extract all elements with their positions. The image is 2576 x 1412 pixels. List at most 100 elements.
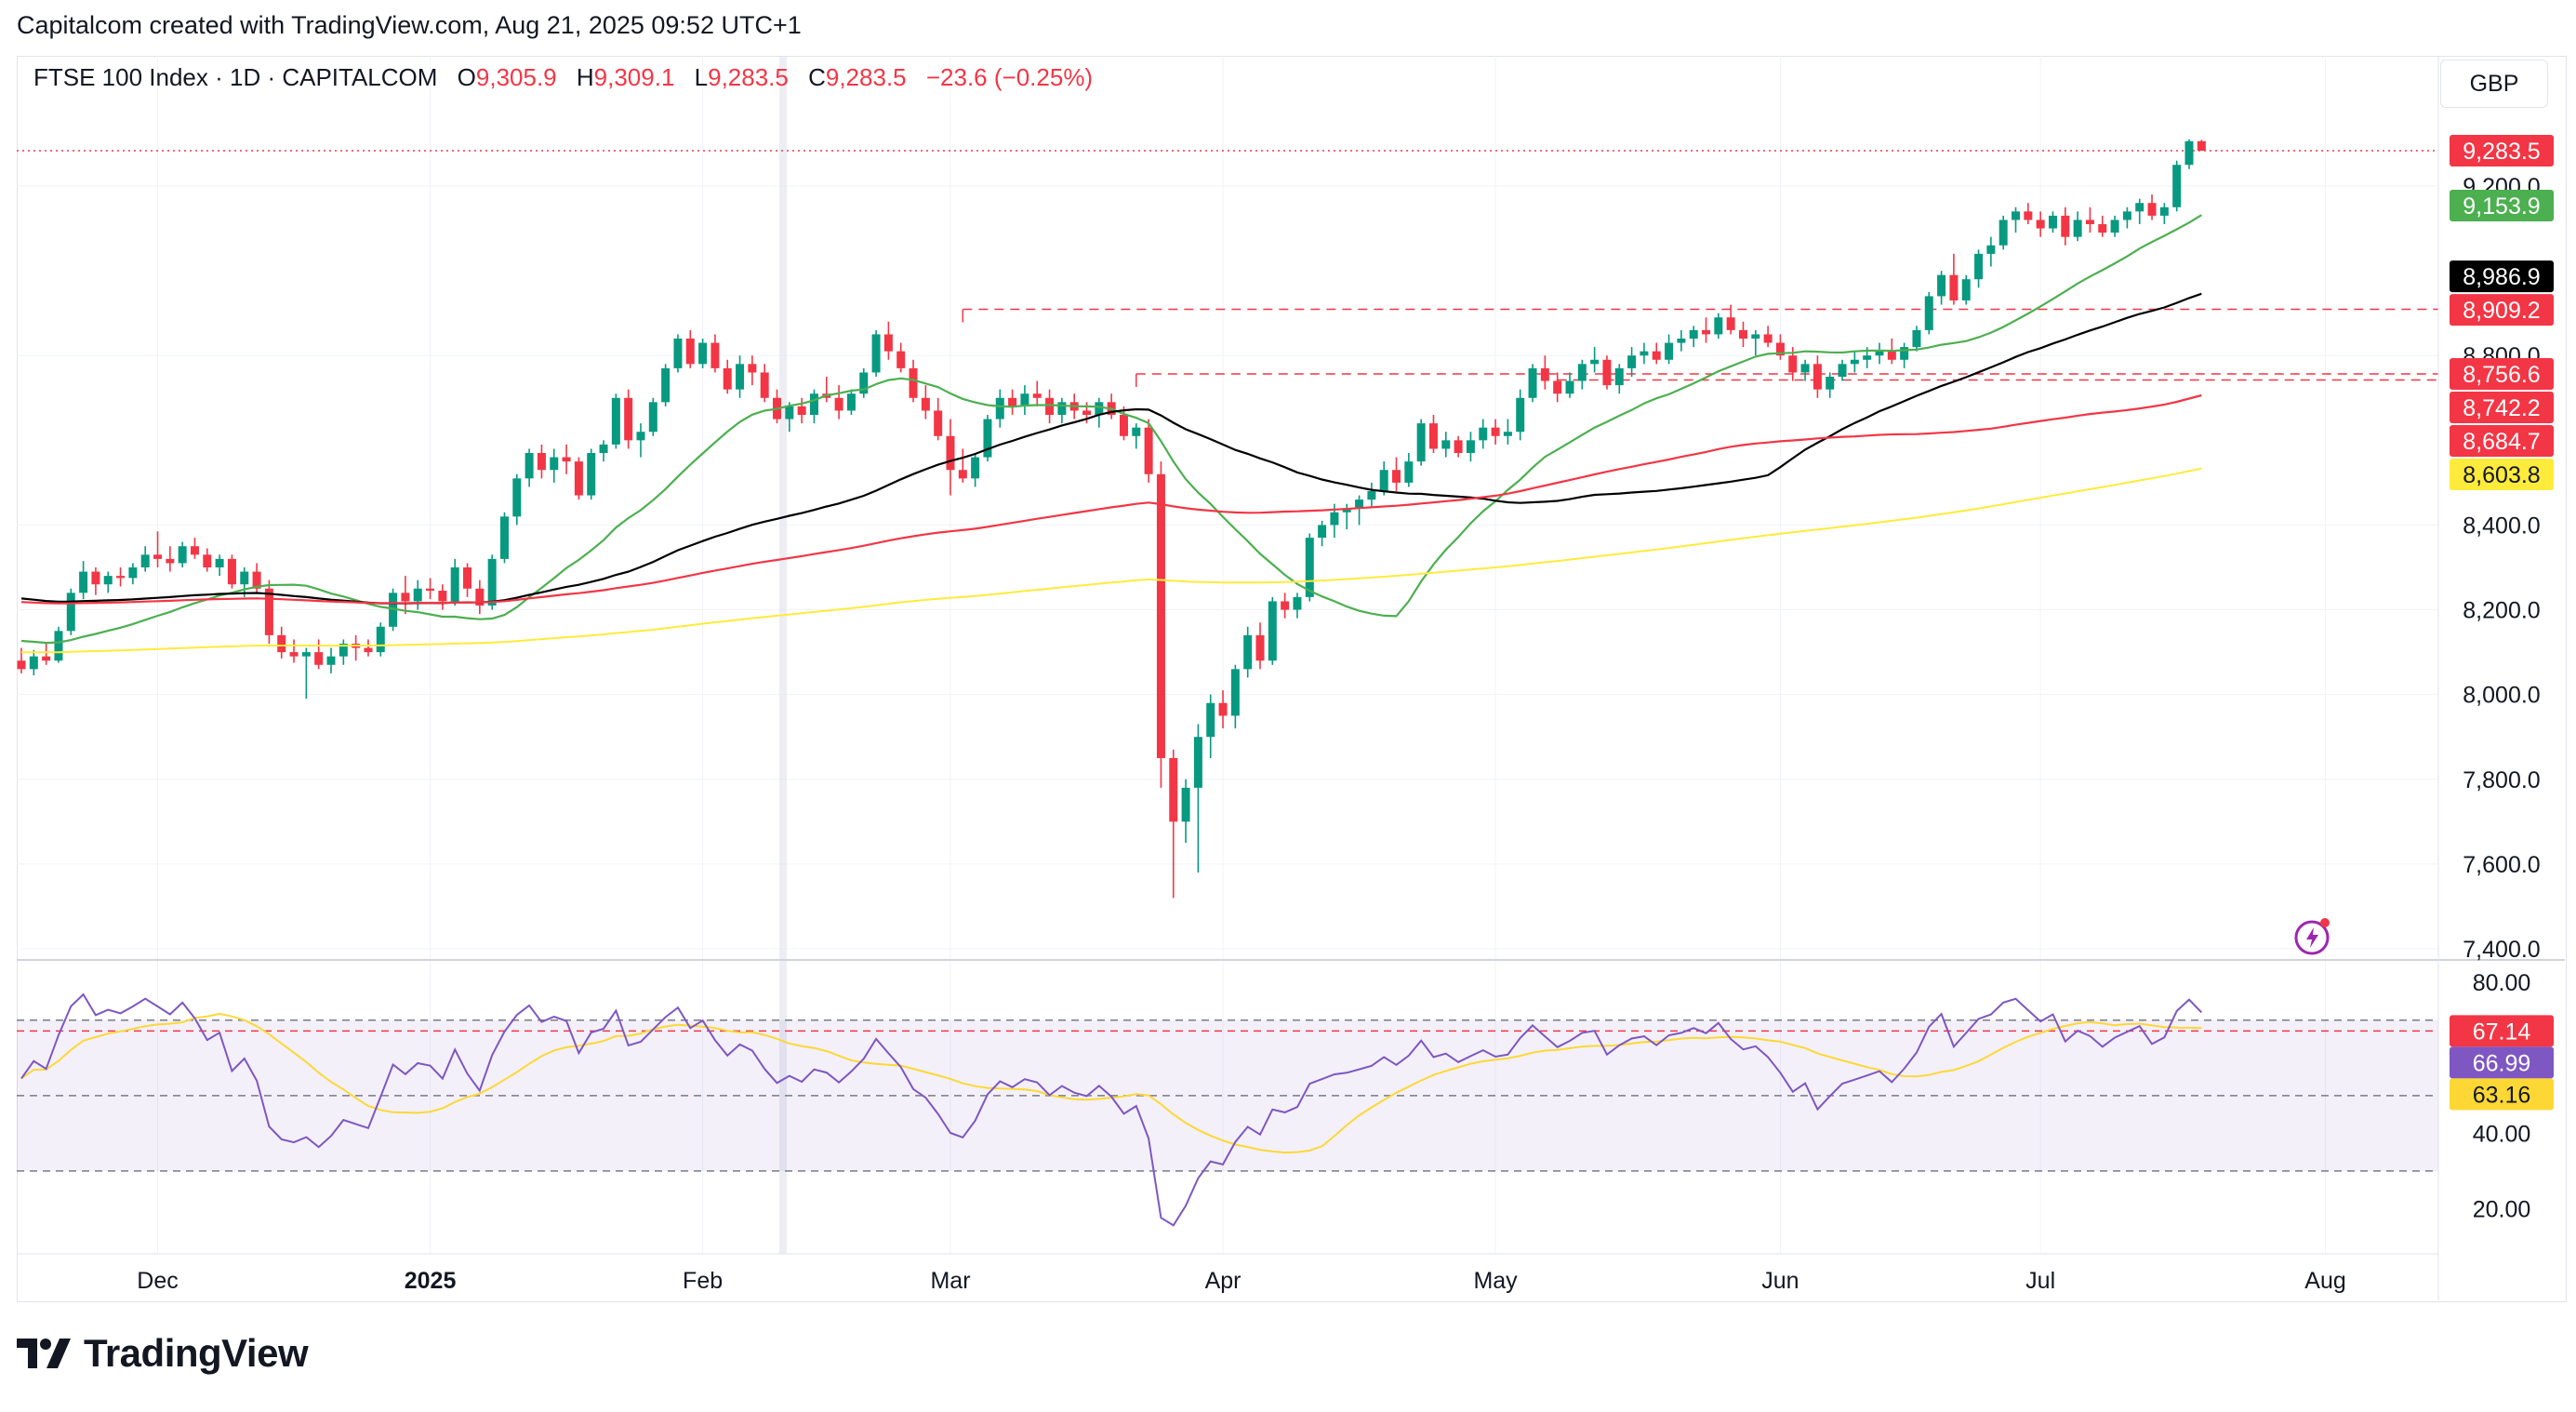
candle-body [871,334,881,373]
price-label-text: 7,800.0 [2463,767,2540,793]
candle [685,329,695,368]
candle-body [958,470,967,479]
candle-body [1863,355,1872,360]
candle-body [648,402,657,433]
candle [846,389,856,415]
rsi-label-text: 63.16 [2473,1082,2531,1108]
candle [1751,329,1760,356]
candle-body [1652,351,1661,360]
tradingview-logo-text: TradingView [84,1331,309,1375]
candle [1144,419,1153,483]
candle-body [809,393,818,415]
candle-body [289,652,299,657]
candle [2012,206,2021,233]
candle [1181,779,1190,844]
candle-body [846,393,856,411]
price-label-bg [2450,190,2554,222]
candle [54,626,63,663]
candle [153,531,163,567]
candle-body [203,554,212,567]
candle-body [1665,342,1674,360]
candle-body [1181,787,1190,822]
candle-body [1751,334,1760,339]
candle [648,397,657,436]
candle-body [264,588,273,635]
candle-body [995,397,1004,420]
candle [463,563,472,597]
candle-body [2085,220,2094,224]
candle [624,389,633,449]
candle-body [685,339,695,365]
candle [661,364,671,406]
candle-body [1305,538,1314,597]
candle [1107,393,1116,420]
candle-body [1912,329,1921,348]
candle [227,554,236,589]
candle-body [1008,397,1017,406]
candle [289,639,299,663]
price-label-text: 8,986.9 [2463,264,2540,290]
candle-body [1614,367,1624,386]
candle [1738,321,1747,348]
rsi-label-bg [2450,1046,2554,1079]
candle-body [1602,359,1612,386]
candle [450,558,459,606]
candle-body [1404,461,1414,483]
candle [301,647,311,699]
candle [128,563,138,585]
candle [401,576,410,615]
candle-body [1206,702,1215,738]
tradingview-logo[interactable]: TradingView [17,1330,309,1377]
price-label: 7,800.0 [2463,767,2540,793]
candle-body [314,652,324,665]
price-label-text: 8,742.2 [2463,395,2540,421]
candle-body [1949,274,1959,300]
candle [1528,364,1537,403]
candle [736,355,745,398]
candle-body [661,367,671,403]
candle-body [103,576,113,585]
candle [883,321,893,360]
candle-body [487,558,497,606]
candle-body [562,457,571,462]
currency-button[interactable]: GBP [2440,60,2548,108]
candle-body [1577,364,1587,381]
candle [1602,355,1612,390]
rsi-label-text: 80.00 [2473,970,2531,996]
candle-body [1169,758,1178,822]
candle-body [140,554,150,567]
candle [252,563,261,593]
flash-icon[interactable] [2293,915,2334,956]
candle-body [710,342,720,368]
candle [983,415,992,462]
candle-body [723,367,732,390]
moving-averages [20,214,2202,654]
candle [1404,453,1414,487]
candle-body [2098,224,2107,233]
candle [934,397,943,441]
candle [2085,206,2094,233]
candle [971,453,980,487]
candle [339,639,348,665]
candle [1949,253,1959,305]
candle-body [834,397,843,411]
price-label-text: 9,283.5 [2463,139,2540,165]
legend-open-label: O [457,63,476,91]
candle-body [2073,220,2082,237]
candle-body [1342,508,1351,513]
candle [1516,389,1525,441]
candle [797,397,806,424]
candle [1702,317,1711,343]
candle [1206,694,1215,758]
candle-body [1230,669,1240,716]
candle [1775,334,1785,360]
legend-close-value: 9,283.5 [825,63,907,91]
candle-body [1924,296,1933,330]
candle [2159,203,2169,224]
candle [1726,304,1735,335]
candle [524,448,534,487]
candle [1243,626,1253,678]
candle-body [909,367,918,398]
candle-body [450,567,459,602]
